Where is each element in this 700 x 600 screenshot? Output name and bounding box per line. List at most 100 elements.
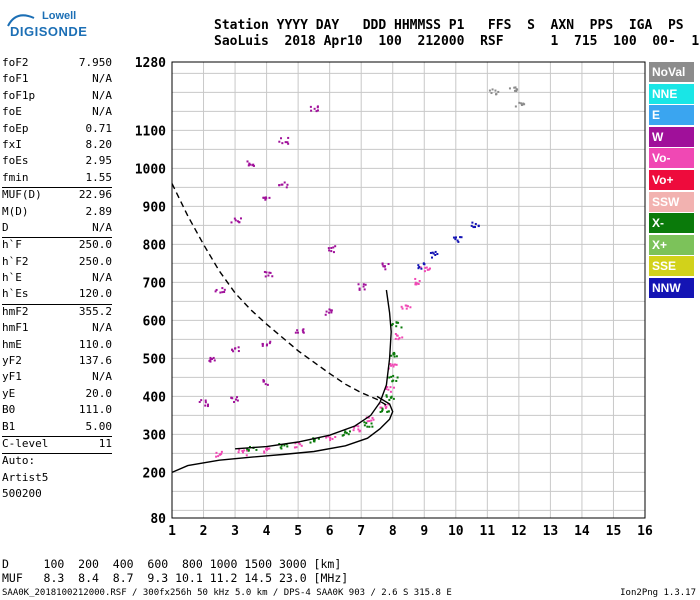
trace-point	[454, 238, 457, 241]
trace-point	[431, 251, 434, 254]
profile-curve	[235, 289, 392, 450]
trace-point	[236, 399, 239, 402]
trace-point	[395, 355, 398, 358]
trace-point	[278, 140, 281, 143]
trace-point	[280, 447, 283, 450]
param-row: B0 111.0	[2, 403, 112, 419]
trace-point	[385, 394, 388, 397]
muf-frequency-row: MUF 8.3 8.4 8.7 9.3 10.1 11.2 14.5 23.0 …	[2, 571, 349, 585]
trace-point	[207, 403, 210, 406]
param-value: 2.89	[85, 204, 113, 218]
trace-point	[372, 418, 375, 421]
trace-point	[294, 331, 297, 334]
trace-point	[301, 329, 304, 332]
x-tick-label: 3	[231, 524, 239, 539]
trace-point	[353, 426, 356, 429]
trace-point	[223, 288, 226, 291]
trace-point	[392, 397, 395, 400]
param-value: 2.95	[85, 154, 113, 168]
trace-point	[237, 350, 240, 353]
trace-point	[425, 266, 428, 269]
x-tick-label: 13	[543, 524, 559, 539]
trace-point	[400, 326, 403, 329]
trace-point	[390, 354, 393, 357]
trace-point	[284, 141, 287, 144]
trace-point	[204, 404, 207, 407]
trace-point	[236, 396, 239, 399]
param-row: h`E N/A	[2, 271, 112, 287]
auto-scaling-line: 500200	[2, 487, 42, 501]
trace-point	[329, 436, 332, 439]
trace-point	[494, 89, 497, 92]
y-tick-label: 600	[143, 314, 167, 329]
trace-point	[255, 448, 258, 451]
trace-point	[295, 446, 298, 449]
legend-item-nnw: NNW	[649, 277, 694, 298]
trace-point	[392, 379, 395, 382]
y-tick-label: 1280	[135, 56, 166, 71]
trace-point	[347, 433, 350, 436]
trace-point	[388, 398, 391, 401]
trace-point	[397, 338, 400, 341]
trace-point	[249, 163, 252, 166]
param-row: foF1 N/A	[2, 72, 112, 88]
trace-point	[513, 86, 516, 89]
trace-point	[234, 219, 237, 222]
auto-scaling-line: Artist5	[2, 470, 49, 484]
param-row: C-level 11	[2, 437, 112, 453]
param-row: B1 5.00	[2, 420, 112, 436]
trace-point	[398, 337, 401, 340]
trace-point	[389, 390, 392, 393]
trace-point	[359, 429, 362, 432]
trace-point	[243, 449, 246, 452]
trace-point	[293, 446, 296, 449]
param-label: M(D)	[2, 204, 29, 218]
param-row: foEs 2.95	[2, 154, 112, 170]
trace-point	[330, 311, 333, 314]
trace-point	[209, 358, 212, 361]
trace-point	[241, 451, 244, 454]
trace-point	[390, 324, 393, 327]
trace-point	[247, 449, 250, 452]
param-label: foEs	[2, 154, 29, 168]
trace-point	[523, 103, 526, 106]
trace-point	[419, 266, 422, 269]
trace-point	[302, 331, 305, 334]
trace-point	[235, 398, 238, 401]
trace-point	[332, 251, 335, 254]
trace-point	[474, 222, 477, 225]
trace-point	[362, 285, 365, 288]
header-line-2: SaoLuis 2018 Apr10 100 212000 RSF 1 715 …	[214, 34, 700, 49]
trace-point	[324, 313, 327, 316]
legend-item-e: E	[649, 105, 694, 126]
trace-point	[231, 348, 234, 351]
trace-point	[364, 283, 367, 286]
param-value: 120.0	[78, 287, 112, 301]
trace-point	[424, 266, 427, 269]
param-label: h`E	[2, 271, 22, 285]
trace-point	[265, 447, 268, 450]
y-tick-label: 200	[143, 466, 167, 481]
param-label: MUF(D)	[2, 188, 42, 202]
param-value: 355.2	[78, 304, 112, 318]
param-value: N/A	[92, 88, 112, 102]
trace-point	[330, 246, 333, 249]
trace-point	[269, 340, 272, 343]
trace-point	[423, 270, 426, 273]
trace-point	[417, 267, 420, 270]
trace-point	[267, 447, 270, 450]
param-value: 0.71	[85, 121, 113, 135]
param-separator	[2, 453, 112, 455]
trace-point	[405, 304, 408, 307]
trace-point	[370, 422, 373, 425]
trace-point	[401, 307, 404, 310]
profile-curve	[171, 395, 394, 474]
trace-point	[221, 291, 224, 294]
trace-point	[384, 268, 387, 271]
trace-point	[392, 365, 395, 368]
trace-point	[348, 430, 351, 433]
trace-point	[271, 275, 274, 278]
trace-point	[206, 405, 209, 408]
trace-point	[283, 181, 286, 184]
trace-point	[278, 184, 281, 187]
